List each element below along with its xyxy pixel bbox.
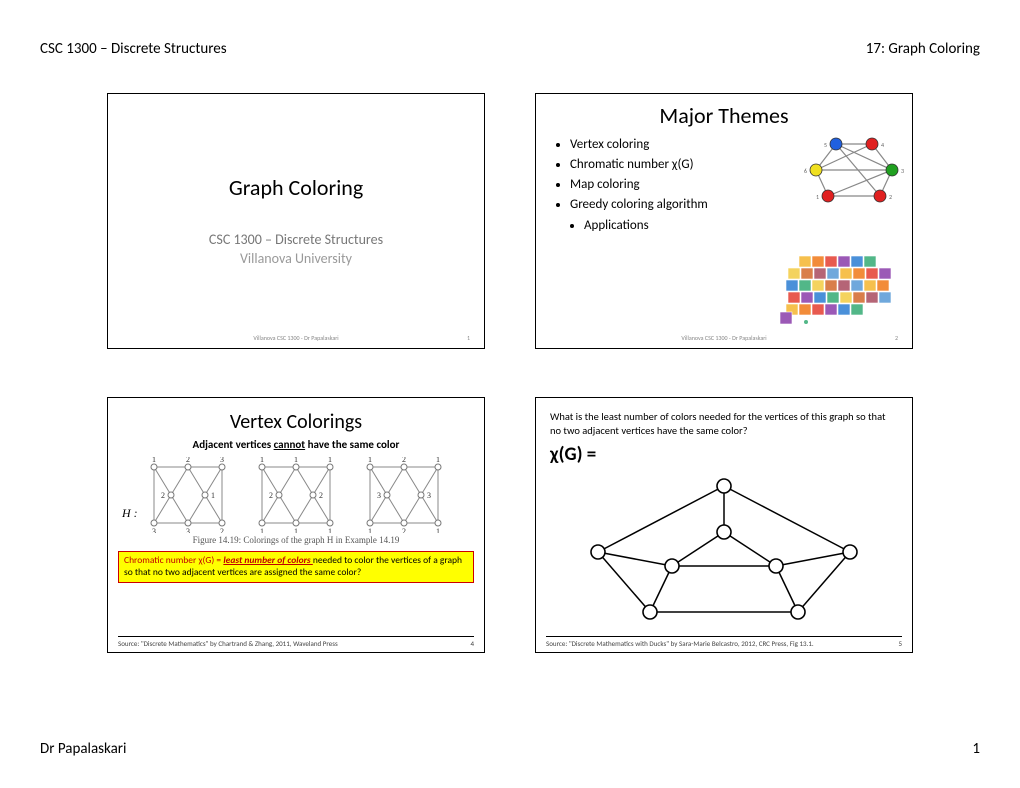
- page-header: CSC 1300 – Discrete Structures 17: Graph…: [40, 40, 980, 58]
- svg-text:1: 1: [260, 457, 264, 464]
- graphs-row: 1 2 3 2 1 3 3 2 1 1 1 2 2 1 1 1 1 2 1 3 3 1 2 1: [108, 457, 484, 533]
- footer-left: Dr Papalaskari: [40, 740, 126, 758]
- pentagon-graph: [574, 474, 874, 624]
- svg-text:5: 5: [824, 141, 827, 149]
- slide-3: Vertex Colorings Adjacent vertices canno…: [107, 397, 485, 653]
- slide1-title: Graph Coloring: [108, 174, 484, 201]
- slide3-source: Source: "Discrete Mathematics" by Chartr…: [118, 636, 474, 648]
- svg-text:2: 2: [161, 491, 165, 500]
- svg-text:1: 1: [368, 527, 372, 533]
- svg-text:2: 2: [220, 527, 224, 533]
- slide2-footer-num: 2: [895, 334, 898, 342]
- svg-text:3: 3: [220, 457, 224, 464]
- bullet: Applications: [584, 216, 912, 236]
- svg-text:1: 1: [294, 527, 298, 533]
- slide3-num: 4: [470, 639, 474, 648]
- source-text: Source: "Discrete Mathematics with Ducks…: [546, 639, 814, 648]
- svg-text:1: 1: [294, 457, 298, 464]
- slide3-title: Vertex Colorings: [108, 410, 484, 434]
- yellow-least: least number of colors: [223, 554, 313, 566]
- slide2-footer: Villanova CSC 1300 - Dr Papalaskari 2: [536, 334, 912, 342]
- chromatic-definition-box: Chromatic number χ(G) = least number of …: [118, 551, 474, 583]
- slide1-footer-center: Villanova CSC 1300 - Dr Papalaskari: [253, 334, 338, 342]
- svg-text:2: 2: [269, 491, 273, 500]
- svg-text:4: 4: [881, 141, 884, 149]
- svg-text:1: 1: [328, 527, 332, 533]
- svg-text:3: 3: [377, 491, 381, 500]
- us-map-icon: [778, 250, 906, 330]
- svg-text:1: 1: [436, 527, 440, 533]
- slide4-question: What is the least number of colors neede…: [550, 410, 898, 437]
- colored-graph-icon: 1 2 3 4 5 6: [804, 134, 904, 206]
- svg-text:1: 1: [368, 457, 372, 464]
- svg-text:2: 2: [319, 491, 323, 500]
- svg-text:2: 2: [402, 457, 406, 464]
- slide1-footer-num: 1: [467, 334, 470, 342]
- sub-post: have the same color: [305, 438, 399, 451]
- svg-text:1: 1: [211, 491, 215, 500]
- svg-text:1: 1: [436, 457, 440, 464]
- slide4-num: 5: [898, 639, 902, 648]
- svg-text:2: 2: [186, 457, 190, 464]
- slide4-source: Source: "Discrete Mathematics with Ducks…: [546, 636, 902, 648]
- slide-4: What is the least number of colors neede…: [535, 397, 913, 653]
- svg-text:3: 3: [186, 527, 190, 533]
- page-footer: Dr Papalaskari 1: [40, 740, 980, 758]
- slide2-footer-center: Villanova CSC 1300 - Dr Papalaskari: [681, 334, 766, 342]
- slide1-sub2: Villanova University: [108, 250, 484, 267]
- slide1-footer: Villanova CSC 1300 - Dr Papalaskari 1: [108, 334, 484, 342]
- header-right: 17: Graph Coloring: [866, 40, 980, 58]
- slide3-subtitle: Adjacent vertices cannot have the same c…: [108, 438, 484, 451]
- svg-text:3: 3: [901, 167, 904, 175]
- sub-pre: Adjacent vertices: [193, 438, 274, 451]
- source-text: Source: "Discrete Mathematics" by Chartr…: [118, 639, 338, 648]
- slide1-sub1: CSC 1300 – Discrete Structures: [108, 231, 484, 248]
- svg-text:1: 1: [328, 457, 332, 464]
- svg-text:3: 3: [427, 491, 431, 500]
- h-label: H :: [122, 506, 138, 521]
- svg-text:1: 1: [260, 527, 264, 533]
- svg-text:1: 1: [816, 193, 819, 201]
- sub-u: cannot: [274, 438, 306, 451]
- yellow-pre: Chromatic number χ(G) =: [124, 554, 223, 566]
- chi-equation: χ(G) =: [550, 443, 912, 466]
- svg-text:1: 1: [152, 457, 156, 464]
- svg-text:2: 2: [402, 527, 406, 533]
- svg-text:3: 3: [152, 527, 156, 533]
- slide-row-2: Vertex Colorings Adjacent vertices canno…: [40, 397, 980, 653]
- header-left: CSC 1300 – Discrete Structures: [40, 40, 227, 58]
- footer-right: 1: [972, 740, 980, 758]
- svg-text:2: 2: [889, 193, 892, 201]
- slide-2: Major Themes Vertex coloring Chromatic n…: [535, 93, 913, 349]
- figure-caption: Figure 14.19: Colorings of the graph H i…: [108, 535, 484, 545]
- slide-1: Graph Coloring CSC 1300 – Discrete Struc…: [107, 93, 485, 349]
- svg-text:6: 6: [804, 167, 807, 175]
- slide2-title: Major Themes: [536, 102, 912, 129]
- slide-row-1: Graph Coloring CSC 1300 – Discrete Struc…: [40, 93, 980, 349]
